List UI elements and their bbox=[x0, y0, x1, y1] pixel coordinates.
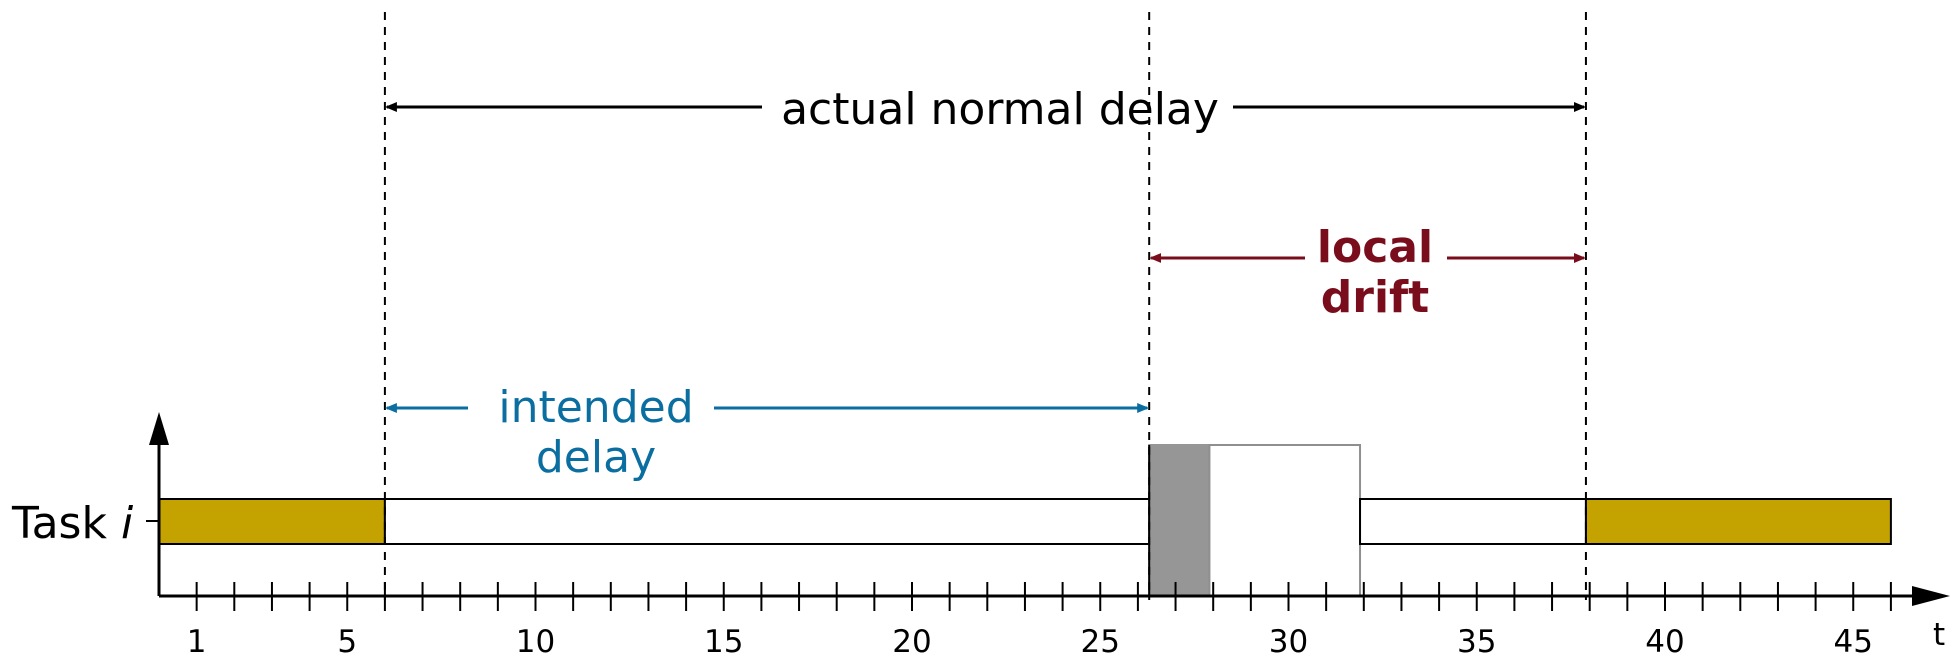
task-label: Task i bbox=[11, 498, 134, 549]
tick-label-40: 40 bbox=[1645, 624, 1684, 657]
tick-label-5: 5 bbox=[337, 624, 357, 657]
tick-label-1: 1 bbox=[187, 624, 207, 657]
time-axis-label: t bbox=[1933, 617, 1945, 653]
time-axis-arrowhead bbox=[1912, 586, 1950, 606]
tick-label-25: 25 bbox=[1081, 624, 1120, 657]
task-bar bbox=[158, 444, 1892, 597]
intended-label-line2: delay bbox=[536, 432, 656, 483]
tick-label-10: 10 bbox=[516, 624, 555, 657]
intended-label-line1: intended bbox=[498, 382, 693, 433]
tick-label-45: 45 bbox=[1834, 624, 1873, 657]
tick-label-20: 20 bbox=[892, 624, 931, 657]
time-tick-labels: 1 5 10 15 20 25 30 35 40 45 bbox=[187, 624, 1873, 657]
segment-gray-2 bbox=[1148, 444, 1211, 597]
tick-label-35: 35 bbox=[1457, 624, 1496, 657]
tick-label-15: 15 bbox=[704, 624, 743, 657]
y-axis-arrowhead bbox=[149, 412, 169, 445]
tick-label-30: 30 bbox=[1269, 624, 1308, 657]
segment-busy-5 bbox=[1584, 498, 1892, 545]
drift-label-line2: drift bbox=[1321, 272, 1429, 323]
segment-idle-1 bbox=[383, 498, 1151, 545]
drift-label-line1: local bbox=[1317, 222, 1433, 273]
segment-busy-0 bbox=[158, 498, 386, 545]
time-ticks bbox=[195, 582, 1892, 611]
task-label-index: i bbox=[121, 498, 134, 549]
actual-delay-label: actual normal delay bbox=[781, 84, 1219, 135]
segment-raised-3 bbox=[1208, 444, 1362, 597]
task-label-prefix: Task bbox=[11, 498, 121, 549]
segment-idle-4 bbox=[1359, 498, 1587, 545]
